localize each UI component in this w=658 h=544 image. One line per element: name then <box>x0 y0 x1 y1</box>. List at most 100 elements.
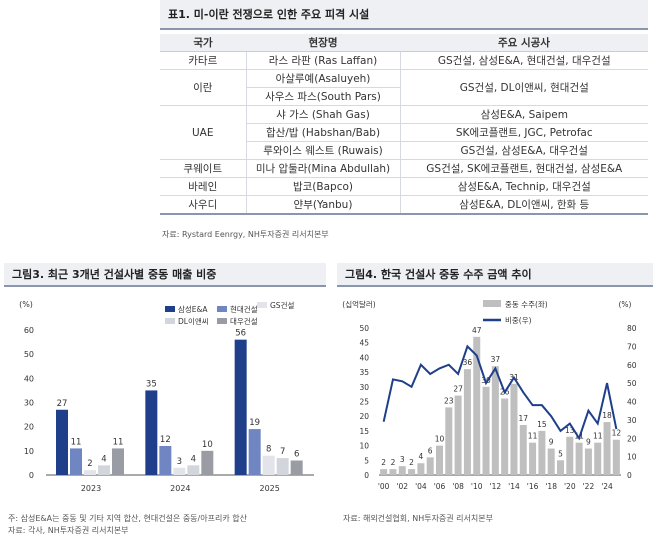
fig3-legend-swatch <box>217 318 227 324</box>
fig4-bar <box>538 430 546 475</box>
fig4-bar <box>491 366 499 475</box>
fig3-ytick: 0 <box>29 471 34 480</box>
site-cell: 밥코(Bapco) <box>246 177 401 196</box>
fig4-data-label: 12 <box>612 429 622 438</box>
fig3-bar <box>262 455 275 475</box>
fig3-bar <box>70 448 82 475</box>
fig4-data-label: 4 <box>418 452 423 461</box>
table-row: 쿠웨이트 미나 압둘라(Mina Abdullah) GS건설, SK에코플랜트, … <box>160 159 648 178</box>
fig4-xtick: '16 <box>527 482 539 491</box>
fig3-legend-swatch <box>257 302 267 308</box>
fig4-data-label: 11 <box>593 432 603 441</box>
site-cell: 사우스 파스(South Pars) <box>246 87 401 106</box>
fig4-ytick-left: 25 <box>359 398 369 407</box>
fig4-data-label: 11 <box>528 432 538 441</box>
fig4-ytick-left: 40 <box>359 353 369 362</box>
fig3-data-label: 8 <box>266 445 271 455</box>
fig4-ytick-right: 0 <box>627 471 632 480</box>
fig3-data-label: 3 <box>177 457 182 467</box>
fig4-bar <box>436 445 443 475</box>
fig4-bar <box>603 422 611 475</box>
fig4-xtick: '10 <box>471 482 483 491</box>
fig4-bar <box>445 407 453 475</box>
table-title: 표1. 미-이란 전쟁으로 인한 주요 피격 시설 <box>160 0 648 30</box>
fig4-data-label: 2 <box>409 458 414 467</box>
table-row: 합산/밥 (Habshan/Bab) SK에코플랜트, JGC, Petrofac <box>160 123 648 142</box>
fig4-bar <box>557 460 564 475</box>
fig4-legend-label-line: 비중(우) <box>505 316 532 325</box>
fig4-bar <box>417 463 425 475</box>
fig4-data-label: 9 <box>549 438 554 447</box>
fig4-ytick-right: 60 <box>627 361 637 370</box>
fig4-ytick-left: 45 <box>359 339 369 348</box>
site-cell: 합산/밥 (Habshan/Bab) <box>246 123 401 142</box>
fig4-data-label: 2 <box>391 458 396 467</box>
fig4-xtick: '00 <box>378 482 390 491</box>
table-row: 사우스 파스(South Pars) <box>160 87 648 106</box>
fig3-data-label: 19 <box>249 418 260 428</box>
country-cell: 이란 <box>160 69 247 106</box>
fig4-xtick: '08 <box>452 482 464 491</box>
table-header-1: 현장명 <box>246 34 400 52</box>
fig3-data-label: 4 <box>101 454 106 464</box>
fig4-xtick: '20 <box>564 482 576 491</box>
country-cell: 쿠웨이트 <box>160 159 247 178</box>
impact-table: 국가 현장명 주요 시공사 카타르 라스 라판 (Ras Laffan) GS건설, 삼… <box>160 34 648 215</box>
fig4-xtick: '02 <box>396 482 408 491</box>
fig3-bar <box>56 409 68 475</box>
fig4-data-label: 18 <box>602 411 612 420</box>
fig4-bar <box>547 448 555 475</box>
fig4-ytick-right: 20 <box>627 434 637 443</box>
fig3-legend-label: 대우건설 <box>230 316 258 326</box>
fig3-bar <box>201 450 214 475</box>
fig3-bar <box>187 465 200 475</box>
fig3-data-label: 4 <box>191 454 196 464</box>
fig3-legend-label: 현대건설 <box>230 304 258 314</box>
contractor-cell: 삼성E&A, Technip, 대우건설 <box>400 177 648 196</box>
contractor-cell: SK에코플랜트, JGC, Petrofac <box>400 123 648 142</box>
fig4-bar <box>575 442 583 475</box>
fig3-data-label: 12 <box>160 435 171 445</box>
fig3-note: 주: 삼성E&A는 중동 및 기타 지역 합산, 현대건설은 중동/아프리카 합… <box>8 514 247 523</box>
fig4-ytick-left: 15 <box>359 427 369 436</box>
fig4-line <box>382 344 618 441</box>
fig4-bar <box>426 457 434 475</box>
fig4-xtick: '18 <box>545 482 557 491</box>
fig3-xtick: 2023 <box>81 484 101 493</box>
table-row: 카타르 라스 라판 (Ras Laffan) GS건설, 삼성E&A, 현대건설, … <box>160 51 648 70</box>
country-cell: 사우디 <box>160 195 247 215</box>
table-row: 바레인 밥코(Bapco) 삼성E&A, Technip, 대우건설 <box>160 177 648 196</box>
fig4-data-label: 30 <box>481 376 491 385</box>
fig4-xtick: '06 <box>434 482 446 491</box>
site-cell: 루와이스 웨스트 (Ruwais) <box>246 141 401 160</box>
fig3-legend-label: GS건설 <box>270 300 294 310</box>
fig3-legend-swatch <box>165 318 175 324</box>
fig4-data-label: 47 <box>472 326 482 335</box>
site-cell: 라스 라판 (Ras Laffan) <box>246 51 401 70</box>
fig3-data-label: 27 <box>57 399 68 409</box>
fig4-ytick-left: 30 <box>359 383 369 392</box>
fig4-ytick-left: 10 <box>359 442 369 451</box>
table-row: 사우디 얀부(Yanbu) 삼성E&A, DL이앤씨, 한화 등 <box>160 195 648 215</box>
table-body: 카타르 라스 라판 (Ras Laffan) GS건설, 삼성E&A, 현대건설, … <box>160 51 648 215</box>
fig3-ytick: 40 <box>24 374 34 383</box>
fig4-ytick-right: 10 <box>627 453 637 462</box>
fig4-bar <box>398 466 406 475</box>
fig3-data-label: 35 <box>146 379 157 389</box>
fig4-data-label: 3 <box>400 455 405 464</box>
fig3-data-label: 56 <box>235 329 246 339</box>
fig4-title: 그림4. 한국 건설사 중동 수주 금액 추이 <box>337 263 653 287</box>
fig4-bar <box>510 383 518 475</box>
site-cell: 아살루예(Asaluyeh) <box>246 69 401 88</box>
site-cell: 얀부(Yanbu) <box>246 195 401 215</box>
fig4-xtick: '24 <box>601 482 613 491</box>
fig4-ytick-left: 35 <box>359 368 369 377</box>
fig3-bar <box>248 429 261 475</box>
fig3-bar <box>276 458 289 475</box>
fig3-title: 그림3. 최근 3개년 건설사별 중동 매출 비중 <box>4 263 326 287</box>
fig4-bar <box>594 442 602 475</box>
fig4-bar <box>389 469 397 475</box>
fig4-data-label: 6 <box>428 446 433 455</box>
fig4-data-label: 5 <box>558 449 563 458</box>
